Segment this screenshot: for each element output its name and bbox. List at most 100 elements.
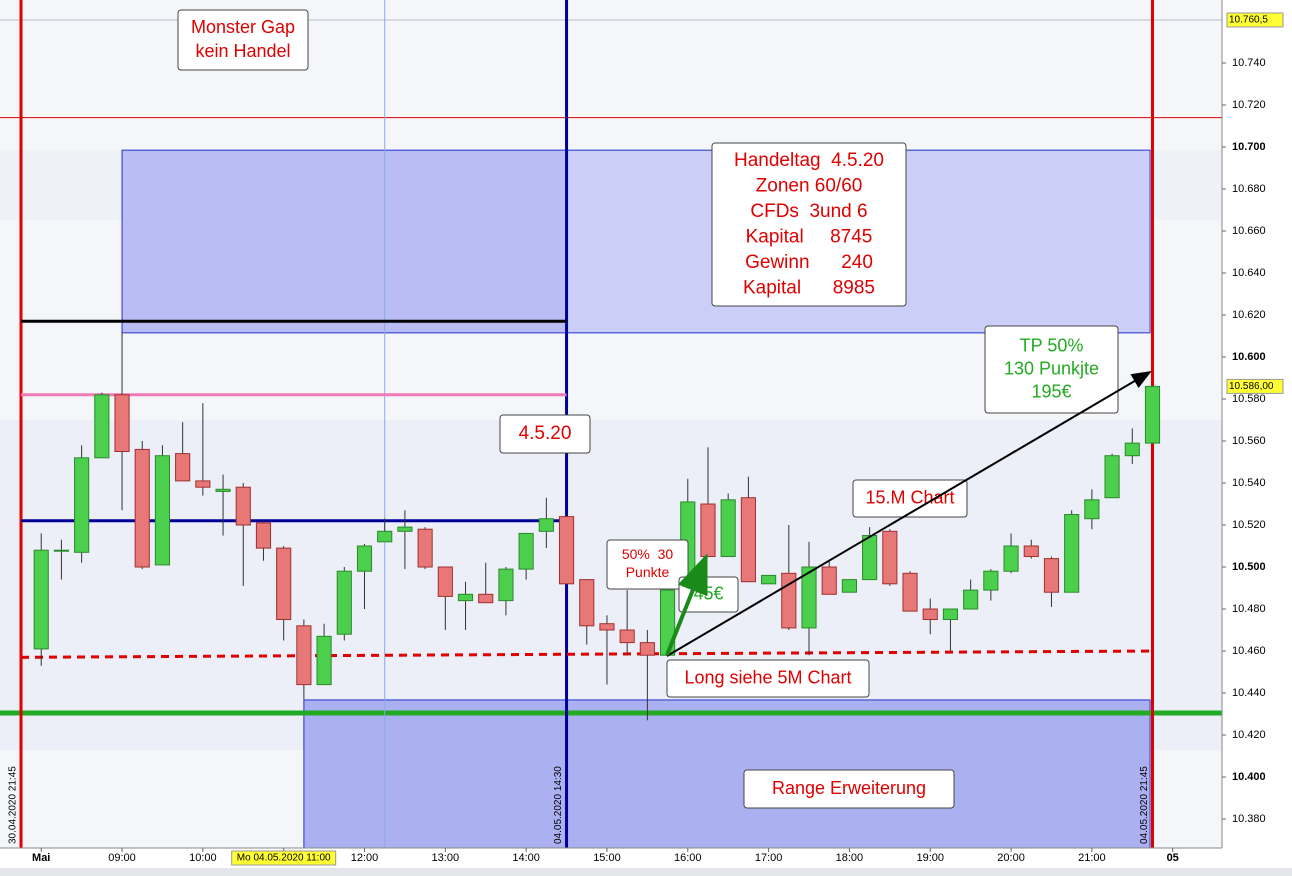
candle-body [599, 623, 615, 631]
candle-body [134, 448, 150, 568]
candle-body [175, 453, 191, 482]
candle-body [639, 642, 655, 656]
annotation-text: Range Erweiterung [772, 778, 926, 798]
x-tick-label: 21:00 [1078, 852, 1106, 864]
x-tick-label: 10:00 [189, 852, 217, 864]
x-tick-label: 09:00 [108, 852, 136, 864]
level-segment [21, 649, 1153, 659]
annotation-box [499, 414, 591, 454]
annotation-text: Punkte [626, 564, 670, 580]
annotation-text: Zonen 60/60 [756, 175, 863, 196]
x-tick-label: 12:00 [351, 852, 379, 864]
annotation-text: Kapital 8985 [743, 277, 875, 298]
y-tick-label: 10.380 [1232, 813, 1266, 825]
y-tick-label: 10.720 [1232, 99, 1266, 111]
annotation-text: TP 50% [1020, 335, 1084, 355]
annotation-text: 4.5.20 [519, 423, 572, 444]
candle-body [1064, 514, 1080, 593]
candle-body [154, 455, 171, 566]
candle-body [761, 574, 777, 585]
candle-body [1124, 442, 1140, 457]
y-tick-label: 10.740 [1232, 57, 1266, 69]
candle-body [1104, 455, 1120, 499]
candle-body [437, 566, 453, 597]
candle-body [862, 535, 878, 581]
y-tick-label: 10.420 [1232, 729, 1266, 741]
candle-body [276, 547, 292, 621]
zone [121, 149, 568, 334]
x-tick-label: 05 [1167, 852, 1179, 864]
annotation-text: 45€ [693, 583, 723, 603]
y-tick-label: 10.560 [1232, 435, 1266, 447]
y-tick-label: 10.700 [1232, 141, 1266, 153]
candle-body [114, 394, 130, 453]
price-marker-box [1226, 378, 1284, 394]
candle-body [518, 532, 534, 570]
y-tick-label: 10.400 [1232, 771, 1266, 783]
y-tick-label: 10.620 [1232, 309, 1266, 321]
price-marker-label: 10.760,5 [1229, 15, 1268, 26]
x-tick-label: 14:00 [512, 852, 540, 864]
candle-body [579, 579, 595, 627]
candle-body [316, 635, 332, 686]
annotation-text: 50% 30 [622, 546, 674, 562]
candle-body [94, 394, 110, 459]
x-tick-label: 20:00 [997, 852, 1025, 864]
annotation-box [852, 479, 968, 518]
y-tick-label: 10.660 [1232, 225, 1266, 237]
annotation-text: 195€ [1031, 381, 1071, 401]
toolbar [0, 868, 1292, 876]
annotation-box [666, 659, 870, 698]
candle-body [377, 530, 393, 543]
y-tick-label: 10.640 [1232, 267, 1266, 279]
candle-body [296, 625, 312, 686]
candle-body [801, 566, 817, 629]
annotation-text: 130 Punkjte [1004, 358, 1099, 378]
candle-body [558, 516, 575, 585]
y-tick-label: 10.480 [1232, 603, 1266, 615]
annotation-box [711, 142, 907, 307]
candle-body [397, 526, 413, 532]
candle-body [195, 480, 211, 488]
candle-body [963, 589, 979, 610]
y-tick-label: 10.500 [1232, 561, 1266, 573]
annotation-text: Gewinn 240 [745, 252, 873, 273]
y-tick-label: 10.460 [1232, 645, 1266, 657]
annotation-text: 15.M Chart [865, 487, 954, 507]
candle-body [821, 566, 837, 595]
annotation-text: Long siehe 5M Chart [684, 667, 851, 687]
time-line-label: 30.04.2020 21:45 [8, 766, 19, 844]
candle-body [255, 522, 272, 549]
x-tick-label: 15:00 [593, 852, 621, 864]
annotation-text: Monster Gap [191, 17, 295, 37]
candle-body [1003, 545, 1019, 572]
annotation-text: CFDs 3und 6 [750, 201, 867, 222]
annotation-box [984, 325, 1119, 414]
x-tick-label: 16:00 [674, 852, 702, 864]
candle-body [417, 528, 433, 568]
candle-body [1144, 385, 1161, 444]
time-line-label: 04.05.2020 14:30 [553, 766, 564, 844]
candle-body [1084, 499, 1100, 520]
y-tick-label: 10.440 [1232, 687, 1266, 699]
candle-body [882, 530, 898, 585]
candle-body [983, 570, 999, 591]
candle-body [74, 457, 90, 553]
x-tick-label: Mai [32, 852, 50, 864]
y-tick-label: 10.520 [1232, 519, 1266, 531]
price-marker-label: 10.586,00 [1229, 381, 1274, 392]
candle-body [1043, 558, 1060, 593]
y-tick-label: 10.540 [1232, 477, 1266, 489]
price-marker-box [1226, 12, 1284, 28]
candle-body [33, 549, 49, 650]
candle-body [922, 608, 938, 621]
y-tick-label: 10.580 [1232, 393, 1266, 405]
candle-body [942, 608, 959, 621]
x-tick-label: 13:00 [432, 852, 460, 864]
candle-body [538, 518, 554, 532]
annotation-text: kein Handel [195, 41, 290, 61]
y-axis-panel [1222, 0, 1292, 848]
candle-body [235, 486, 251, 526]
annotation-text: Handeltag 4.5.20 [734, 150, 884, 171]
